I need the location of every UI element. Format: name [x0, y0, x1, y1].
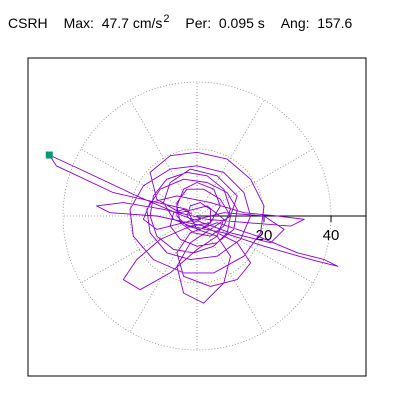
angle-label: Ang: [280, 15, 310, 31]
period-label: Per: [185, 15, 212, 31]
grid-spoke-30 [196, 148, 314, 217]
max-label: Max: [63, 15, 94, 31]
max-value: 47.7 cm/s [101, 15, 163, 31]
grid-spoke-120 [129, 99, 198, 217]
angle-value: 157.6 [317, 15, 353, 31]
grid-spoke-330 [196, 215, 314, 284]
record-header: CSRH Max: 47.7 cm/s2 Per: 0.095 s Ang: 1… [8, 13, 353, 34]
grid-spoke-150 [80, 148, 198, 217]
grid-spoke-300 [196, 215, 265, 333]
radial-tick-label-40: 40 [323, 227, 340, 244]
period-value: 0.095 s [218, 15, 265, 31]
grid-spoke-210 [80, 215, 198, 284]
acceleration-trace [48, 151, 339, 304]
station-code: CSRH [8, 15, 48, 31]
max-unit-exponent: 2 [163, 13, 170, 25]
grid-spoke-240 [129, 215, 198, 333]
max-point-marker [45, 151, 53, 159]
grid-spoke-60 [196, 99, 265, 217]
motion-trace [48, 151, 339, 304]
max-marker-layer [45, 151, 53, 159]
plot-frame [27, 57, 367, 377]
